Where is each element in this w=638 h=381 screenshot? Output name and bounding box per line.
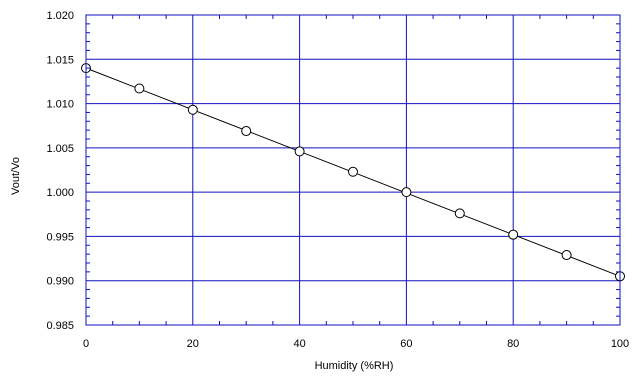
y-tick-label: 0.990	[46, 276, 74, 288]
x-tick-label: 40	[293, 338, 305, 350]
data-point	[454, 208, 465, 219]
x-tick-label: 80	[507, 338, 519, 350]
data-points	[81, 63, 625, 282]
y-axis-title: Vout/Vo	[10, 157, 22, 195]
data-point	[401, 187, 412, 198]
x-tick-label: 100	[611, 338, 629, 350]
y-ticks: 0.985 0.990 0.995 1.000 1.005 1.010 1.015 1.020	[46, 10, 620, 332]
y-tick-label: 0.995	[46, 231, 74, 243]
y-tick-label: 1.020	[46, 10, 74, 22]
data-point	[187, 104, 198, 115]
y-tick-label: 1.010	[46, 99, 74, 111]
data-point	[508, 229, 519, 240]
x-axis-title: Humidity (%RH)	[315, 360, 394, 372]
data-point	[134, 83, 145, 94]
data-point	[294, 146, 305, 157]
x-tick-label: 0	[83, 338, 89, 350]
y-tick-label: 0.985	[46, 320, 74, 332]
x-tick-label: 60	[400, 338, 412, 350]
data-point	[241, 126, 252, 137]
y-tick-label: 1.005	[46, 143, 74, 155]
data-point	[348, 166, 358, 177]
x-ticks: 0 20 40 60 80 100	[83, 15, 629, 350]
plot-frame	[85, 14, 621, 326]
y-tick-label: 1.015	[46, 54, 74, 66]
x-tick-label: 20	[187, 338, 199, 350]
grid	[86, 15, 620, 325]
y-tick-label: 1.000	[46, 187, 74, 199]
data-point	[561, 250, 572, 261]
